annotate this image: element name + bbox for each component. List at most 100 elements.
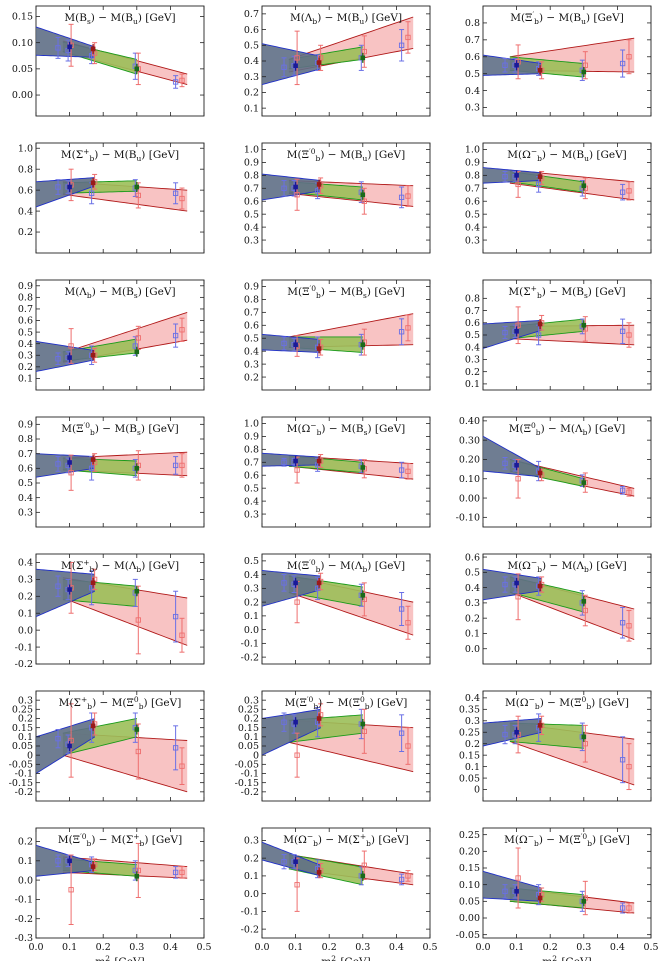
red-data-point	[582, 51, 588, 80]
blue-data-point	[398, 461, 405, 479]
red-data-point	[626, 743, 632, 791]
y-tick-label: 0.15	[238, 723, 259, 734]
central-data-point	[316, 60, 322, 65]
red-data-point	[626, 902, 632, 914]
central-data-point	[581, 322, 587, 328]
blue-data-point	[619, 902, 626, 914]
y-tick-label: 0.4	[18, 493, 33, 504]
blue-band-upper-edge	[482, 568, 542, 579]
central-data-point	[293, 63, 298, 69]
y-tick-label: 0.40	[459, 416, 480, 427]
y-tick-label: -0.1	[15, 769, 33, 780]
y-tick-label: 0.6	[465, 552, 480, 563]
green-band-lower-edge	[288, 732, 363, 743]
central-data-point	[537, 895, 543, 901]
y-tick-label: 0.1	[244, 871, 259, 882]
y-tick-label: 0.35	[459, 705, 480, 716]
y-tick-label: 0.15	[12, 723, 33, 734]
y-tick-label: 0.15	[459, 863, 480, 874]
blue-data-point	[619, 318, 626, 345]
y-tick-label: 0.8	[18, 293, 33, 304]
y-tick-label: 0.6	[18, 185, 33, 196]
y-tick-label: 0.6	[465, 318, 480, 329]
central-data-point	[514, 173, 519, 178]
red-data-point	[582, 724, 588, 763]
blue-band	[36, 341, 95, 372]
red-data-point	[405, 314, 411, 342]
y-tick-label: -0.15	[235, 778, 259, 789]
central-data-point	[134, 727, 140, 732]
x-tick-label: 0.5	[643, 942, 658, 953]
y-tick-label: -0.2	[15, 914, 33, 925]
blue-band	[36, 453, 95, 478]
y-tick-label: 0.5	[244, 483, 259, 494]
blue-band-lower-edge	[482, 470, 542, 478]
blue-band-lower-edge	[35, 467, 95, 478]
blue-band-upper-edge	[35, 340, 95, 352]
blue-data-point	[502, 57, 508, 73]
blue-data-point	[502, 325, 508, 340]
y-tick-label: 0.25	[12, 705, 33, 716]
blue-data-point	[172, 323, 179, 348]
blue-data-point	[55, 729, 61, 749]
central-data-point	[90, 580, 96, 586]
central-data-point	[514, 889, 519, 894]
blue-data-point	[55, 352, 61, 366]
chart-panel-20: 0.0 0.1 0.2 0.3 0.4 0.5 -0.2 -0.1 0.0 0.1 0.2 0.3 M(…	[241, 827, 438, 961]
panel-title: M(Λb) − M(Bs) [GeV]	[64, 286, 175, 300]
y-tick-label: 0.2	[465, 739, 480, 750]
blue-band-lower-edge	[35, 870, 95, 877]
central-data-point	[537, 68, 543, 73]
red-band-upper-edge	[62, 311, 188, 354]
y-tick-label: 0.00	[459, 913, 480, 924]
y-tick-label: 0.9	[465, 158, 480, 169]
blue-band-upper-edge	[261, 173, 321, 181]
green-band-lower-edge	[509, 900, 584, 909]
y-tick-label: 0.5	[465, 209, 480, 220]
blue-data-point	[55, 36, 61, 59]
blue-band-lower-edge	[35, 54, 95, 58]
blue-data-point	[55, 575, 61, 597]
y-tick-label: 0.5	[244, 209, 259, 220]
x-tick-label: 0.3	[129, 942, 144, 953]
y-tick-label: 0.8	[18, 164, 33, 175]
x-tick-label: 0.2	[543, 942, 558, 953]
y-tick-label: 0.2	[244, 372, 259, 383]
blue-band-upper-edge	[482, 167, 542, 174]
x-tick-label: 0.1	[62, 942, 77, 953]
blue-band-lower-edge	[35, 185, 95, 208]
red-data-point	[294, 30, 300, 86]
chart-panel-15: 0.0 0.1 0.2 0.3 0.4 0.5 0.6 M(Ω−b) − M(Λb) [GeV…	[465, 552, 652, 665]
central-data-point	[514, 62, 519, 68]
red-data-point	[135, 842, 141, 898]
blue-band-lower-edge	[261, 190, 321, 201]
y-tick-label: 0.2	[18, 714, 33, 725]
red-data-point	[135, 585, 141, 655]
x-axis-label: m2π [GeV]	[321, 954, 370, 961]
y-tick-label: 0.20	[459, 847, 480, 858]
chart-panel-10: 0.3 0.4 0.5 0.6 0.7 0.8 0.9 M(Ξ′0b) − M(Bs) [Ge…	[18, 416, 205, 528]
y-tick-label: 0.8	[465, 294, 480, 305]
y-tick-label: -0.1	[241, 769, 259, 780]
chart-panel-18: 00.050.10.150.20.250.30.350.4 M(Ω−b) − M(…	[459, 690, 652, 802]
central-data-point	[537, 321, 543, 327]
red-data-point	[405, 185, 411, 207]
central-data-point	[90, 352, 96, 358]
y-tick-label: 0.7	[465, 35, 480, 46]
green-band-lower-edge	[288, 868, 363, 886]
central-data-point	[67, 460, 72, 465]
panel-title: M(Σ+b) − M(Λb) [GeV]	[61, 558, 179, 574]
y-tick-label: 0.5	[18, 478, 33, 489]
y-tick-label: 0.4	[244, 56, 259, 67]
chart-panel-5: 0.3 0.4 0.5 0.6 0.70.8 0.9 1.0 M(Ξ′0b) − M(Bu) …	[244, 142, 431, 254]
y-tick-label: 0.2	[244, 597, 259, 608]
blue-band-upper-edge	[261, 841, 321, 866]
y-tick-label: 0.25	[459, 830, 480, 841]
y-tick-label: 0.6	[244, 320, 259, 331]
central-data-point	[293, 184, 298, 190]
y-tick-label: 0.8	[18, 434, 33, 445]
y-tick-label: 0.4	[465, 342, 480, 353]
green-band	[62, 718, 137, 756]
x-tick-label: 0.0	[475, 942, 490, 953]
blue-data-point	[172, 866, 179, 879]
